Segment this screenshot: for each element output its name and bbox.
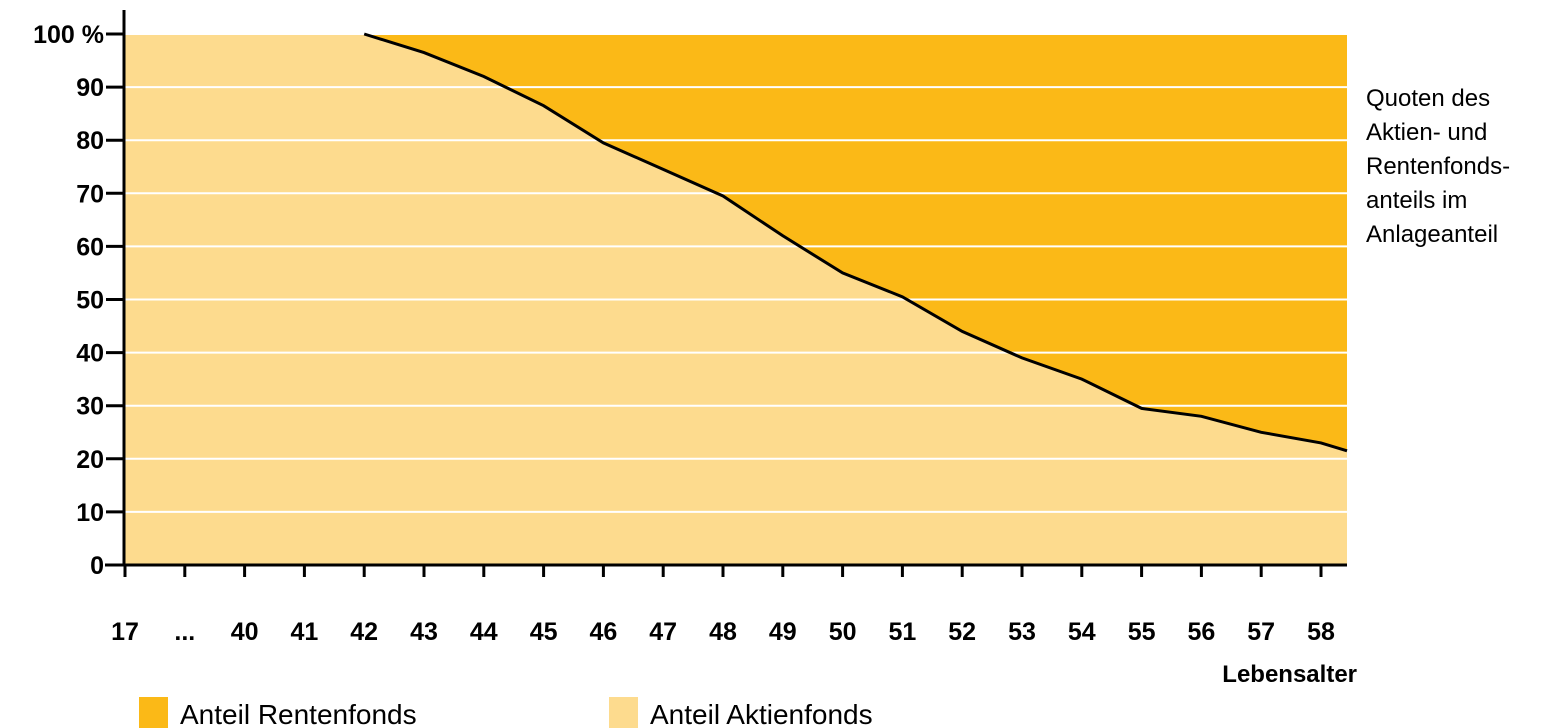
annotation-line-4: Anlageanteil (1366, 221, 1498, 248)
x-tick-label-15: 53 (1008, 618, 1036, 646)
annotation-line-1: Aktien- und (1366, 119, 1487, 146)
legend-label-aktienfonds: Anteil Aktienfonds (650, 699, 873, 728)
x-tick-label-13: 51 (888, 618, 916, 646)
y-tick-label-100: 100 % (33, 21, 104, 49)
x-tick-label-20: 58 (1307, 618, 1335, 646)
boundary-line (363, 32, 1348, 453)
x-tick-label-18: 56 (1187, 618, 1215, 646)
x-tick-label-5: 43 (410, 618, 438, 646)
x-tick-label-9: 47 (649, 618, 677, 646)
legend: Anteil Rentenfonds Anteil Aktienfonds (139, 697, 873, 728)
x-tick-label-16: 54 (1068, 618, 1096, 646)
series-line-group (363, 32, 1348, 453)
y-tick-label-80: 80 (76, 127, 104, 155)
x-axis-label: Lebensalter (1222, 661, 1357, 688)
x-tick-label-8: 46 (589, 618, 617, 646)
y-tick-label-40: 40 (76, 340, 104, 368)
x-tick-label-17: 55 (1128, 618, 1156, 646)
legend-label-rentenfonds: Anteil Rentenfonds (180, 699, 417, 728)
y-tick-label-90: 90 (76, 74, 104, 102)
x-tick-label-14: 52 (948, 618, 976, 646)
x-tick-label-1: ... (174, 618, 195, 646)
y-tick-labels: 0 10 20 30 40 50 60 70 80 90 100 % (33, 21, 104, 580)
x-tick-label-2: 40 (231, 618, 259, 646)
axes (105, 10, 1347, 577)
y-tick-label-10: 10 (76, 499, 104, 527)
x-tick-label-3: 41 (290, 618, 318, 646)
x-tick-label-12: 50 (829, 618, 857, 646)
legend-swatch-aktienfonds (609, 697, 638, 728)
y-tick-label-20: 20 (76, 446, 104, 474)
annotation-line-3: anteils im (1366, 187, 1467, 214)
x-tick-label-11: 49 (769, 618, 797, 646)
grid-lines (124, 33, 1347, 513)
y-tick-label-60: 60 (76, 233, 104, 261)
x-tick-label-4: 42 (350, 618, 378, 646)
y-tick-label-30: 30 (76, 393, 104, 421)
legend-swatch-rentenfonds (139, 697, 168, 728)
y-tick-label-50: 50 (76, 287, 104, 315)
x-tick-label-6: 44 (470, 618, 498, 646)
x-tick-label-10: 48 (709, 618, 737, 646)
x-tick-labels: 17... 40 41 42 43 44 45 46 47 48 49 50 51 52 53 54 55 56 5… (111, 618, 1335, 646)
x-tick-label-19: 57 (1247, 618, 1275, 646)
annotation-line-2: Rentenfonds- (1366, 153, 1510, 180)
x-tick-label-7: 45 (530, 618, 558, 646)
annotation-line-0: Quoten des (1366, 85, 1490, 112)
x-tick-label-0: 17 (111, 618, 139, 646)
y-tick-label-0: 0 (90, 552, 104, 580)
y-tick-label-70: 70 (76, 180, 104, 208)
annotation: Quoten des Aktien- und Rentenfonds-anteils… (1366, 85, 1510, 248)
